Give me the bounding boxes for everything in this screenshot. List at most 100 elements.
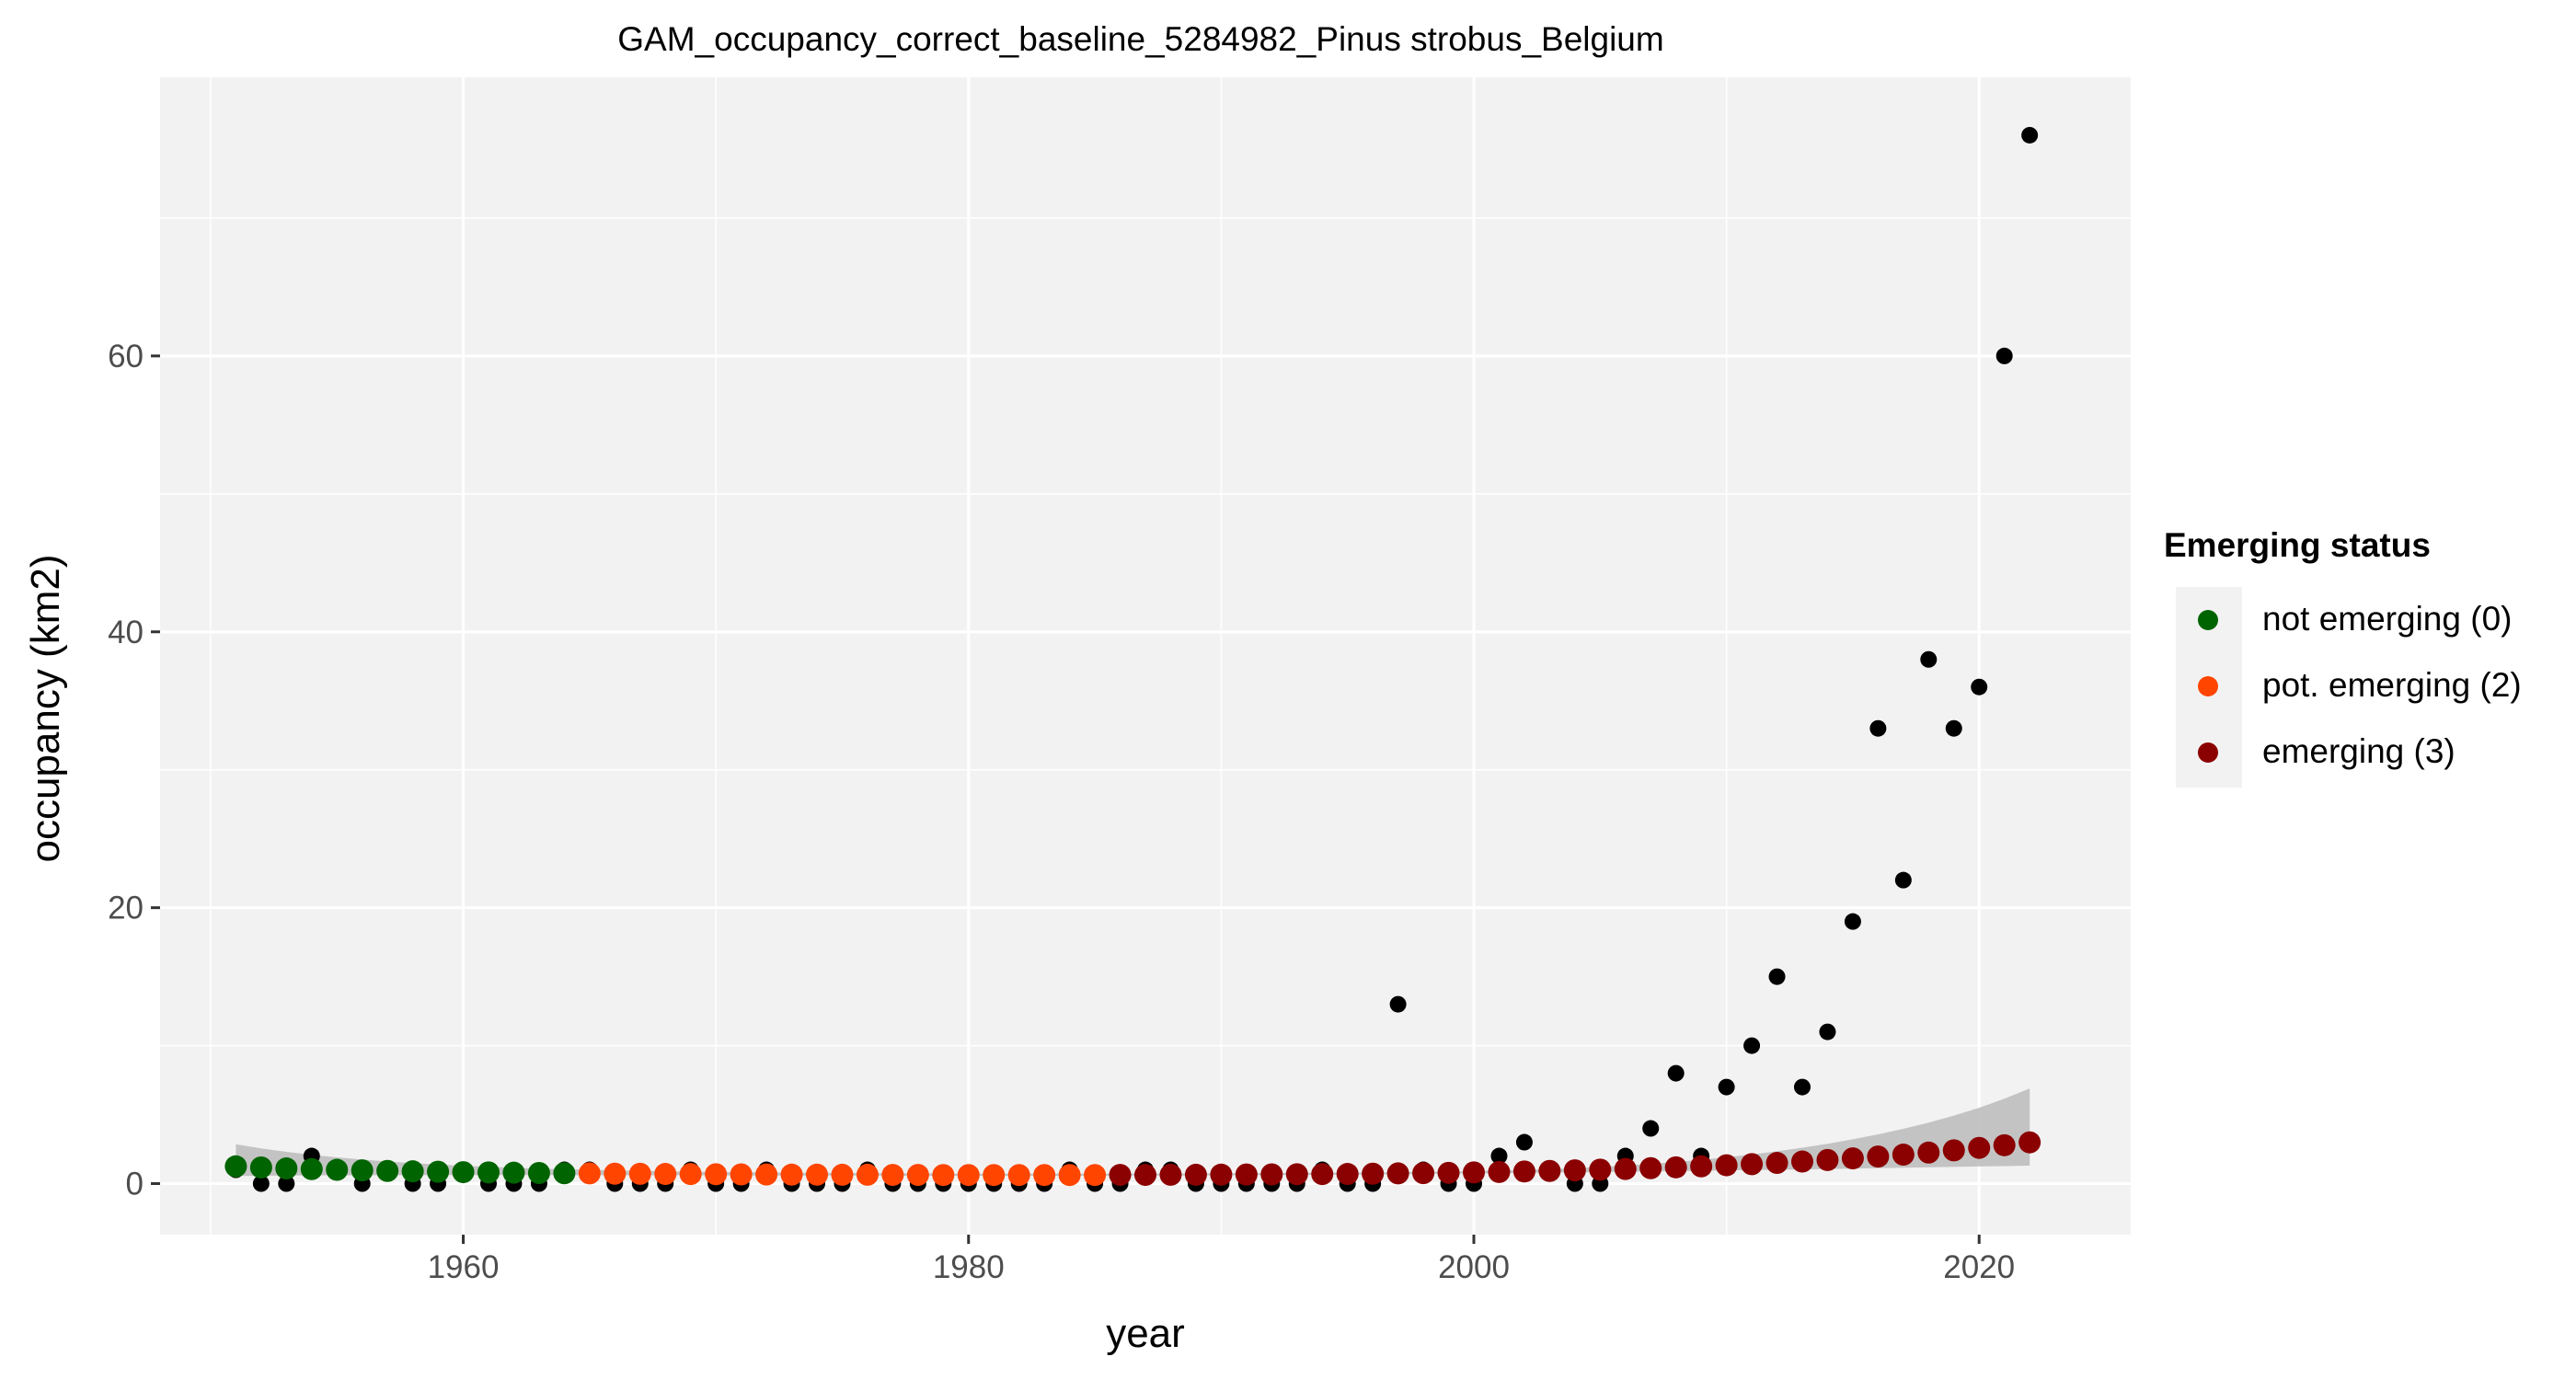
legend-label-pot-emerging: pot. emerging (2) bbox=[2262, 666, 2522, 704]
x-tick-label: 2020 bbox=[1943, 1249, 2015, 1285]
legend-swatch-not-emerging bbox=[2198, 610, 2218, 630]
fitted-point bbox=[881, 1164, 904, 1187]
x-tick-label: 1980 bbox=[933, 1249, 1005, 1285]
fitted-point bbox=[1942, 1139, 1965, 1162]
fitted-point bbox=[1791, 1150, 1813, 1173]
chart-title: GAM_occupancy_correct_baseline_5284982_P… bbox=[617, 20, 1664, 58]
fitted-point bbox=[1159, 1163, 1182, 1186]
fitted-point bbox=[1841, 1147, 1864, 1170]
fitted-point bbox=[1058, 1164, 1081, 1187]
fitted-point bbox=[1412, 1162, 1435, 1185]
y-tick-label: 40 bbox=[108, 615, 144, 650]
fitted-point bbox=[351, 1159, 374, 1182]
fitted-point bbox=[1007, 1164, 1030, 1187]
fitted-point bbox=[1563, 1159, 1586, 1182]
fitted-point bbox=[1311, 1163, 1334, 1186]
fitted-point bbox=[1084, 1164, 1107, 1187]
fitted-point bbox=[1437, 1161, 1460, 1184]
fitted-point bbox=[957, 1164, 980, 1187]
fitted-point bbox=[300, 1157, 323, 1180]
observed-point bbox=[1920, 650, 1938, 668]
observed-point bbox=[252, 1175, 270, 1192]
fitted-point bbox=[1210, 1163, 1233, 1186]
fitted-point bbox=[806, 1163, 828, 1186]
fitted-point bbox=[705, 1163, 728, 1186]
fitted-point bbox=[275, 1157, 298, 1180]
observed-point bbox=[1894, 871, 1912, 889]
fitted-point bbox=[1260, 1163, 1283, 1186]
observed-point bbox=[1768, 968, 1786, 985]
observed-point bbox=[1718, 1078, 1735, 1096]
x-tick-label: 1960 bbox=[428, 1249, 500, 1285]
fitted-point bbox=[1033, 1164, 1056, 1187]
observed-point bbox=[1844, 913, 1861, 930]
fitted-point bbox=[755, 1163, 778, 1186]
legend-label-not-emerging: not emerging (0) bbox=[2262, 600, 2513, 638]
y-tick-label: 0 bbox=[126, 1167, 144, 1202]
fitted-point bbox=[1109, 1164, 1132, 1187]
fitted-point bbox=[906, 1164, 929, 1187]
fitted-point bbox=[249, 1156, 272, 1179]
fitted-point bbox=[1235, 1163, 1258, 1186]
observed-point bbox=[1869, 719, 1887, 737]
x-axis-title: year bbox=[1106, 1311, 1185, 1356]
fitted-point bbox=[1715, 1154, 1738, 1177]
fitted-point bbox=[1463, 1161, 1485, 1184]
legend-title: Emerging status bbox=[2164, 526, 2431, 564]
fitted-point bbox=[1184, 1163, 1207, 1186]
legend-item-emerging: emerging (3) bbox=[2164, 719, 2576, 786]
legend: Emerging status not emerging (0) pot. em… bbox=[2164, 526, 2522, 788]
fitted-point bbox=[1538, 1159, 1561, 1182]
fitted-point bbox=[1639, 1156, 1662, 1179]
fitted-point bbox=[1134, 1164, 1156, 1187]
fitted-point bbox=[578, 1162, 601, 1185]
fitted-point bbox=[1614, 1157, 1637, 1180]
observed-point bbox=[1667, 1064, 1685, 1082]
fitted-point bbox=[730, 1163, 753, 1186]
observed-point bbox=[1945, 719, 1962, 737]
y-axis: 0 20 40 60 bbox=[108, 339, 160, 1202]
fitted-point bbox=[983, 1164, 1006, 1187]
grid-minor bbox=[160, 77, 2131, 1235]
y-tick-label: 60 bbox=[108, 339, 144, 374]
fitted-point bbox=[1488, 1160, 1511, 1183]
fitted-point bbox=[1867, 1145, 1890, 1168]
fitted-points bbox=[224, 1131, 2041, 1187]
fitted-point bbox=[224, 1155, 247, 1178]
fitted-point bbox=[376, 1159, 399, 1182]
observed-point bbox=[2021, 126, 2039, 144]
fitted-point bbox=[932, 1164, 955, 1187]
y-axis-title: occupancy (km2) bbox=[23, 554, 68, 863]
observed-point bbox=[1490, 1147, 1508, 1165]
fitted-point bbox=[452, 1161, 475, 1184]
fitted-point bbox=[1362, 1162, 1385, 1185]
fitted-point bbox=[2018, 1131, 2041, 1154]
fitted-point bbox=[1285, 1163, 1308, 1186]
observed-point bbox=[278, 1175, 295, 1192]
fitted-point bbox=[1816, 1148, 1839, 1171]
fitted-point bbox=[326, 1158, 349, 1181]
observed-point bbox=[1642, 1120, 1660, 1137]
fitted-point bbox=[1589, 1158, 1612, 1181]
fitted-point bbox=[427, 1160, 450, 1183]
y-tick-label: 20 bbox=[108, 891, 144, 926]
fitted-point bbox=[679, 1163, 702, 1186]
observed-point bbox=[1995, 347, 2013, 364]
fitted-point bbox=[1386, 1162, 1409, 1185]
observed-point bbox=[1389, 995, 1407, 1013]
observed-point bbox=[1743, 1037, 1761, 1054]
fitted-point bbox=[780, 1163, 803, 1186]
x-tick-label: 2000 bbox=[1438, 1249, 1510, 1285]
fitted-point bbox=[527, 1161, 550, 1184]
fitted-point bbox=[1892, 1144, 1915, 1167]
observed-point bbox=[1794, 1078, 1811, 1096]
fitted-point bbox=[1917, 1141, 1940, 1164]
fitted-point bbox=[1765, 1152, 1788, 1175]
fitted-point bbox=[831, 1163, 854, 1186]
observed-point bbox=[1819, 1023, 1836, 1041]
legend-swatch-pot-emerging bbox=[2198, 676, 2218, 696]
observed-point bbox=[1971, 678, 1988, 696]
legend-swatch-emerging bbox=[2198, 742, 2218, 763]
grid-major bbox=[160, 77, 2131, 1235]
